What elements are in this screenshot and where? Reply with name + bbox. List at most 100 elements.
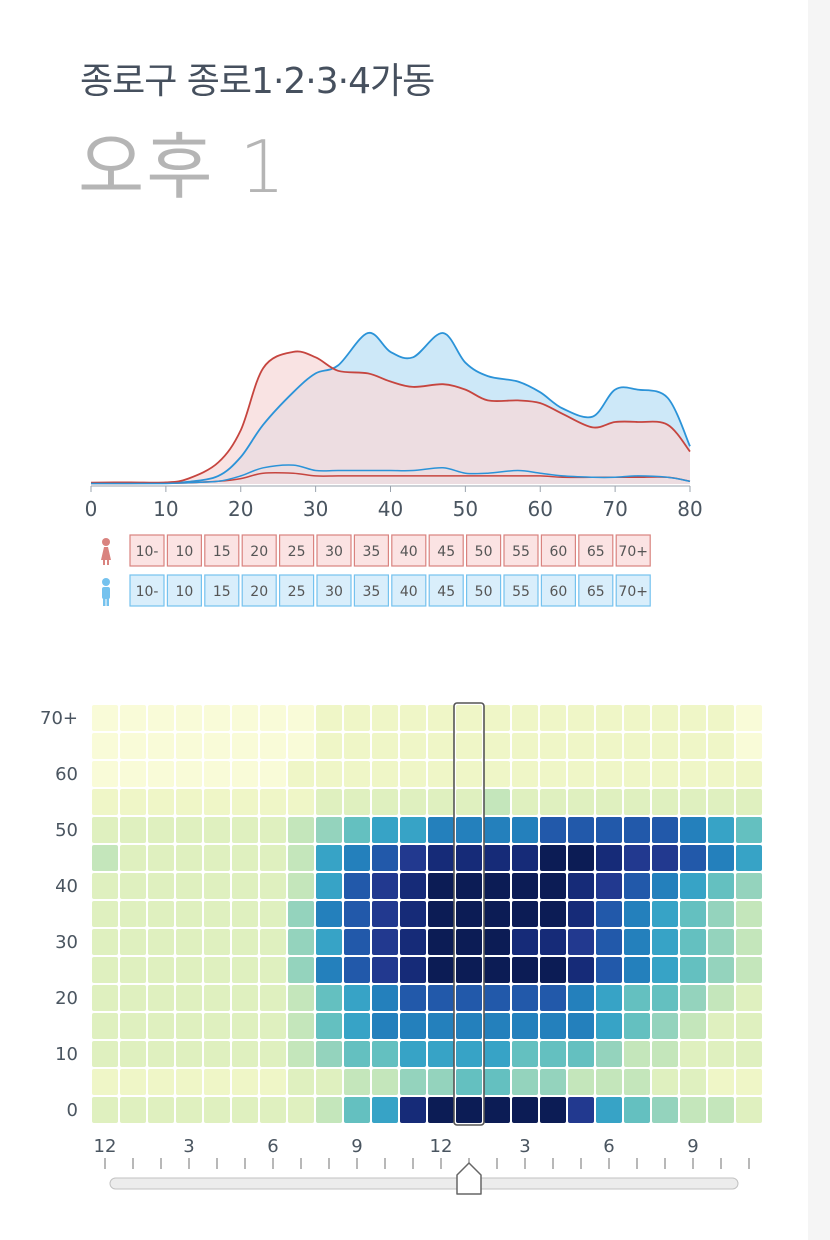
heatmap-cell[interactable] <box>148 985 174 1011</box>
heatmap-cell[interactable] <box>288 929 314 955</box>
heatmap-cell[interactable] <box>540 901 566 927</box>
heatmap-cell[interactable] <box>624 1041 650 1067</box>
heatmap-cell[interactable] <box>148 1097 174 1123</box>
heatmap-cell[interactable] <box>148 929 174 955</box>
heatmap-cell[interactable] <box>400 929 426 955</box>
heatmap-cell[interactable] <box>708 789 734 815</box>
heatmap-cell[interactable] <box>652 1041 678 1067</box>
heatmap-cell[interactable] <box>512 1041 538 1067</box>
heatmap-cell[interactable] <box>232 705 258 731</box>
heatmap-cell[interactable] <box>624 761 650 787</box>
heatmap-cell[interactable] <box>148 901 174 927</box>
heatmap-cell[interactable] <box>652 845 678 871</box>
heatmap-cell[interactable] <box>120 985 146 1011</box>
heatmap-cell[interactable] <box>540 1097 566 1123</box>
heatmap-cell[interactable] <box>148 817 174 843</box>
heatmap-cell[interactable] <box>120 1069 146 1095</box>
female-age-button[interactable]: 25 <box>279 534 315 567</box>
heatmap-cell[interactable] <box>260 733 286 759</box>
heatmap-cell[interactable] <box>624 985 650 1011</box>
heatmap-cell[interactable] <box>232 845 258 871</box>
heatmap-cell[interactable] <box>344 1069 370 1095</box>
heatmap-cell[interactable] <box>120 957 146 983</box>
heatmap-cell[interactable] <box>428 817 454 843</box>
heatmap-cell[interactable] <box>288 1041 314 1067</box>
heatmap-cell[interactable] <box>708 1069 734 1095</box>
heatmap-cell[interactable] <box>624 1013 650 1039</box>
heatmap-cell[interactable] <box>624 733 650 759</box>
heatmap-cell[interactable] <box>512 733 538 759</box>
heatmap-cell[interactable] <box>400 705 426 731</box>
male-age-button[interactable]: 30 <box>316 574 352 607</box>
female-age-button[interactable]: 50 <box>466 534 502 567</box>
female-age-button[interactable]: 30 <box>316 534 352 567</box>
heatmap-cell[interactable] <box>316 761 342 787</box>
heatmap-cell[interactable] <box>680 845 706 871</box>
heatmap-cell[interactable] <box>92 1041 118 1067</box>
heatmap-cell[interactable] <box>260 873 286 899</box>
heatmap-cell[interactable] <box>484 1013 510 1039</box>
heatmap-cell[interactable] <box>204 985 230 1011</box>
heatmap-cell[interactable] <box>92 789 118 815</box>
heatmap-cell[interactable] <box>540 789 566 815</box>
selected-hour-column[interactable] <box>453 702 485 1126</box>
heatmap-cell[interactable] <box>400 845 426 871</box>
heatmap-cell[interactable] <box>708 845 734 871</box>
heatmap-cell[interactable] <box>736 957 762 983</box>
heatmap-cell[interactable] <box>204 789 230 815</box>
heatmap-cell[interactable] <box>484 733 510 759</box>
heatmap-cell[interactable] <box>428 1069 454 1095</box>
heatmap-cell[interactable] <box>680 1013 706 1039</box>
heatmap-cell[interactable] <box>120 789 146 815</box>
female-age-button[interactable]: 65 <box>578 534 614 567</box>
heatmap-cell[interactable] <box>92 817 118 843</box>
heatmap-cell[interactable] <box>232 1097 258 1123</box>
heatmap-cell[interactable] <box>456 733 482 759</box>
heatmap-cell[interactable] <box>680 957 706 983</box>
heatmap-cell[interactable] <box>204 901 230 927</box>
heatmap-cell[interactable] <box>204 1041 230 1067</box>
heatmap-cell[interactable] <box>372 985 398 1011</box>
heatmap-cell[interactable] <box>624 705 650 731</box>
heatmap-cell[interactable] <box>736 817 762 843</box>
heatmap-cell[interactable] <box>596 845 622 871</box>
heatmap-cell[interactable] <box>540 985 566 1011</box>
heatmap-cell[interactable] <box>708 761 734 787</box>
heatmap-cell[interactable] <box>428 957 454 983</box>
heatmap-cell[interactable] <box>92 1097 118 1123</box>
heatmap-cell[interactable] <box>176 789 202 815</box>
heatmap-cell[interactable] <box>456 817 482 843</box>
heatmap-cell[interactable] <box>316 733 342 759</box>
heatmap-cell[interactable] <box>736 761 762 787</box>
heatmap-cell[interactable] <box>484 761 510 787</box>
heatmap-cell[interactable] <box>512 1069 538 1095</box>
heatmap-cell[interactable] <box>736 901 762 927</box>
heatmap-cell[interactable] <box>428 789 454 815</box>
heatmap-cell[interactable] <box>204 1069 230 1095</box>
time-slider-track[interactable] <box>109 1177 739 1190</box>
heatmap-cell[interactable] <box>400 1069 426 1095</box>
heatmap-cell[interactable] <box>344 761 370 787</box>
heatmap-cell[interactable] <box>652 733 678 759</box>
heatmap-cell[interactable] <box>568 761 594 787</box>
heatmap-cell[interactable] <box>344 733 370 759</box>
heatmap-cell[interactable] <box>652 1013 678 1039</box>
heatmap-cell[interactable] <box>120 929 146 955</box>
heatmap-cell[interactable] <box>596 1097 622 1123</box>
male-age-button[interactable]: 40 <box>391 574 427 607</box>
heatmap-cell[interactable] <box>260 761 286 787</box>
heatmap-cell[interactable] <box>540 845 566 871</box>
heatmap-cell[interactable] <box>596 817 622 843</box>
heatmap-cell[interactable] <box>148 1013 174 1039</box>
heatmap-cell[interactable] <box>624 929 650 955</box>
heatmap-cell[interactable] <box>316 1069 342 1095</box>
heatmap-cell[interactable] <box>288 985 314 1011</box>
heatmap-cell[interactable] <box>316 929 342 955</box>
heatmap-cell[interactable] <box>260 1013 286 1039</box>
right-scrollbar-track[interactable] <box>808 0 830 1240</box>
heatmap-cell[interactable] <box>120 1041 146 1067</box>
heatmap-cell[interactable] <box>120 845 146 871</box>
heatmap-cell[interactable] <box>456 1013 482 1039</box>
female-age-button[interactable]: 20 <box>241 534 277 567</box>
heatmap-cell[interactable] <box>484 1041 510 1067</box>
